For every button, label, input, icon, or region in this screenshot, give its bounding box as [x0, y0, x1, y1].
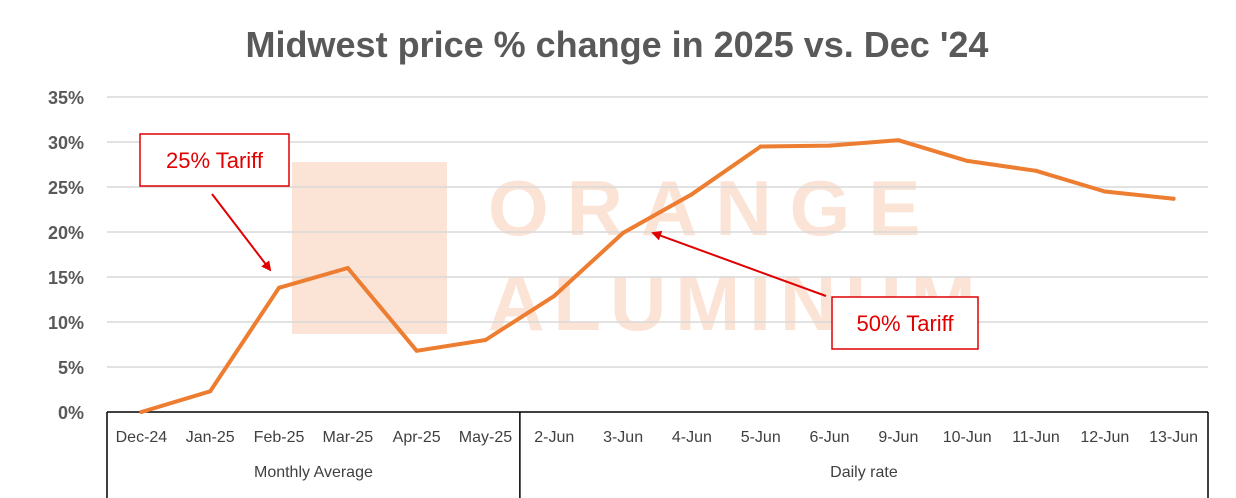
x-tick-label: 5-Jun — [741, 429, 781, 446]
x-tick-label: Dec-24 — [116, 429, 168, 446]
data-point — [414, 348, 419, 353]
data-point — [552, 293, 557, 298]
x-tick-label: Jan-25 — [186, 429, 235, 446]
y-axis: 0% 5% 10% 15% 20% 25% 30% 35% — [48, 88, 84, 423]
x-tick-label: 2-Jun — [534, 429, 574, 446]
chart-title: Midwest price % change in 2025 vs. Dec '… — [246, 24, 989, 65]
data-point — [483, 338, 488, 342]
y-tick-label: 25% — [48, 178, 84, 198]
x-tick-label: May-25 — [459, 429, 512, 446]
x-tick-label: Feb-25 — [254, 429, 305, 446]
x-tick-label: 9-Jun — [878, 429, 918, 446]
watermark-tile — [292, 162, 447, 334]
data-point — [1033, 168, 1038, 173]
x-group-label: Monthly Average — [254, 464, 373, 481]
data-point — [827, 143, 832, 148]
x-tick-label: 11-Jun — [1012, 429, 1060, 446]
data-point — [689, 192, 694, 197]
annotation-arrow — [211, 193, 272, 272]
x-tick-label: Mar-25 — [323, 429, 374, 446]
data-point — [277, 285, 282, 290]
y-tick-label: 10% — [48, 313, 84, 333]
annotation-box — [139, 133, 290, 187]
watermark-word-1: ORANGE — [488, 164, 938, 252]
data-point — [1102, 189, 1107, 194]
gridlines — [107, 96, 1208, 368]
series-layer — [139, 138, 1176, 414]
y-tick-label: 0% — [58, 403, 84, 423]
x-tick-label: 3-Jun — [603, 429, 643, 446]
watermark-symbol: Al — [338, 220, 402, 292]
x-tick-label: 13-Jun — [1149, 429, 1198, 446]
x-tick-label: 12-Jun — [1080, 429, 1129, 446]
data-point — [345, 266, 350, 270]
watermark-number: 13 — [318, 185, 334, 201]
data-point — [758, 144, 763, 149]
x-axis: Dec-24 Jan-25 Feb-25 Mar-25 Apr-25 May-25 2-Ju… — [106, 411, 1209, 498]
data-point — [965, 158, 970, 163]
annotation-label: 50% Tariff — [856, 311, 954, 336]
y-tick-label: 35% — [48, 88, 84, 108]
series-line — [139, 138, 1176, 414]
data-point — [621, 230, 626, 235]
annotation-arrow — [651, 230, 827, 297]
y-tick-label: 5% — [58, 358, 84, 378]
x-group-label: Daily rate — [830, 464, 898, 481]
x-tick-label: 4-Jun — [672, 429, 712, 446]
x-tick-label: Apr-25 — [393, 429, 441, 446]
y-tick-label: 20% — [48, 223, 84, 243]
annotation-label: 25% Tariff — [166, 148, 264, 173]
watermark-logo: 13 Al 26.982 ORANGE ALUMINUM — [292, 162, 976, 347]
data-point — [896, 138, 901, 143]
annotation-box — [831, 296, 979, 350]
y-tick-label: 30% — [48, 133, 84, 153]
x-tick-label: 6-Jun — [810, 429, 850, 446]
data-point — [139, 410, 144, 414]
y-tick-label: 15% — [48, 268, 84, 288]
data-point — [208, 389, 213, 394]
x-tick-label: 10-Jun — [943, 429, 992, 446]
annotations: 25% Tariff 50% Tariff — [139, 133, 979, 350]
data-point — [1171, 196, 1176, 201]
